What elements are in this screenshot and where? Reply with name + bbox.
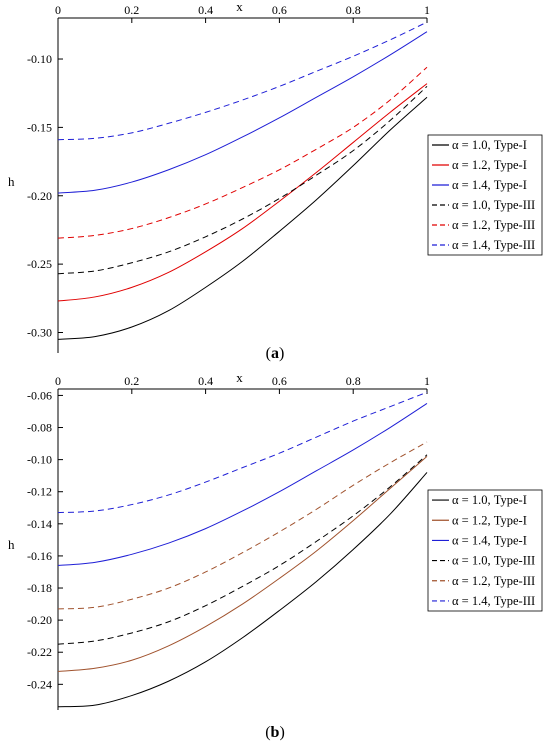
series-line-5 [57, 66, 428, 239]
panel-caption: (b) [265, 724, 285, 741]
legend-box [427, 489, 543, 612]
series-line-2 [57, 456, 428, 672]
legend-entry-2: α = 1.2, Type-I [452, 158, 527, 172]
chart-a: 0 0.2 0.4 0.6 0.8 1 -0.10 -0.15 -0.20 -0.25 -0.30 x… [8, 0, 543, 362]
series-line-1 [57, 472, 428, 708]
y-axis-label: h [8, 174, 15, 189]
y-tick-label: -0.24 [27, 677, 52, 691]
legend: α = 1.0, Type-I α = 1.2, Type-I α = 1.4, T… [427, 134, 543, 256]
legend: α = 1.0, Type-I α = 1.2, Type-I α = 1.4, T… [427, 489, 543, 612]
y-tick-label: -0.30 [27, 325, 52, 339]
y-tick-label: -0.20 [27, 189, 52, 203]
series-line-5 [57, 441, 428, 610]
y-tick-label: -0.16 [27, 549, 52, 563]
chart-b: 0 0.2 0.4 0.6 0.8 1 -0.06 -0.08 -0.10 -0.12 -0.14 -… [8, 370, 543, 741]
y-tick-label: -0.20 [27, 613, 52, 627]
legend-entry-3: α = 1.4, Type-I [452, 178, 527, 192]
x-axis-label: x [236, 370, 243, 385]
series-line-1 [57, 96, 428, 340]
y-tick-label: -0.06 [27, 388, 52, 402]
y-tick-label: -0.08 [27, 421, 52, 435]
series-line-3 [57, 31, 428, 194]
series-line-6 [57, 391, 428, 514]
panel-caption-letter: a [271, 345, 279, 362]
x-tick-label: 0.8 [346, 3, 361, 17]
legend-entry-4: α = 1.0, Type-III [452, 198, 535, 212]
legend-entry-3: α = 1.4, Type-I [452, 533, 527, 547]
legend-entry-6: α = 1.4, Type-III [452, 238, 535, 252]
y-tick-label: -0.14 [27, 517, 52, 531]
x-tick-label: 0 [55, 374, 61, 388]
panel-caption-letter: b [271, 724, 280, 741]
y-tick-label: -0.12 [27, 485, 52, 499]
x-tick-label: 0.6 [272, 374, 287, 388]
y-axis-label: h [8, 537, 15, 552]
y-tick-label: -0.22 [27, 645, 52, 659]
series-line-4 [57, 86, 428, 275]
x-tick-label: 0.4 [198, 3, 213, 17]
legend-entry-5: α = 1.2, Type-III [452, 574, 535, 588]
x-tick-label: 0.2 [124, 374, 139, 388]
series-line-3 [57, 403, 428, 567]
x-axis-label: x [236, 0, 243, 14]
x-tick-label: 1 [424, 374, 430, 388]
x-tick-label: 1 [424, 3, 430, 17]
x-tick-label: 0.2 [124, 3, 139, 17]
panel-caption: (a) [266, 345, 285, 362]
y-tick-label: -0.10 [27, 52, 52, 66]
x-tick-label: 0.6 [272, 3, 287, 17]
legend-entry-2: α = 1.2, Type-I [452, 513, 527, 527]
series-line-2 [57, 83, 428, 302]
y-tick-label: -0.15 [27, 120, 52, 134]
legend-entry-5: α = 1.2, Type-III [452, 218, 535, 232]
x-tick-label: 0 [55, 3, 61, 17]
y-tick-label: -0.18 [27, 581, 52, 595]
legend-entry-1: α = 1.0, Type-I [452, 138, 527, 152]
legend-entry-6: α = 1.4, Type-III [452, 594, 535, 608]
legend-box [427, 134, 543, 256]
x-tick-label: 0.4 [198, 374, 213, 388]
y-tick-label: -0.10 [27, 453, 52, 467]
x-tick-label: 0.8 [346, 374, 361, 388]
legend-entry-4: α = 1.0, Type-III [452, 554, 535, 568]
series-line-4 [57, 454, 428, 645]
legend-entry-1: α = 1.0, Type-I [452, 493, 527, 507]
series-line-6 [57, 21, 428, 141]
y-tick-label: -0.25 [27, 257, 52, 271]
